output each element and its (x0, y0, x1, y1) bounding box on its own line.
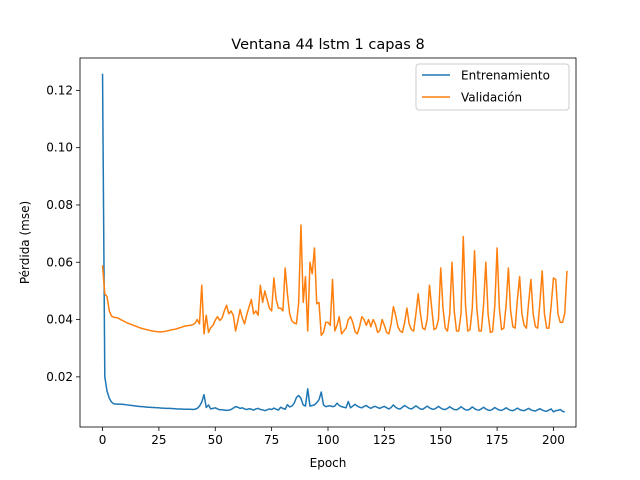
y-tick-label: 0.06 (46, 255, 73, 269)
y-axis: 0.02 0.04 0.06 0.08 0.10 0.12 (46, 83, 80, 384)
x-axis: 0 25 50 75 100 125 150 175 200 (99, 427, 565, 447)
y-axis-label: Pérdida (mse) (18, 201, 32, 284)
y-tick-label: 0.02 (46, 370, 73, 384)
y-tick-label: 0.04 (46, 313, 73, 327)
series-layer (101, 73, 568, 413)
legend-label-validacion: Validación (461, 91, 522, 105)
x-tick-label: 200 (542, 433, 565, 447)
y-tick-label: 0.08 (46, 198, 73, 212)
series-line-entrenamiento (101, 73, 565, 413)
y-tick-label: 0.12 (46, 83, 73, 97)
x-tick-label: 25 (151, 433, 166, 447)
x-tick-label: 50 (208, 433, 223, 447)
y-tick-label: 0.10 (46, 141, 73, 155)
legend-frame (415, 63, 570, 111)
series-line-validacion (101, 224, 568, 337)
plot-area: 0 25 50 75 100 125 150 175 200 0.020.040.060.080… (46, 57, 577, 447)
x-tick-label: 125 (373, 433, 396, 447)
x-tick-label: 175 (486, 433, 509, 447)
plot-frame (79, 57, 577, 428)
x-axis-label: Epoch (310, 456, 347, 470)
chart-title: Ventana 44 lstm 1 capas 8 (231, 37, 424, 53)
x-tick-label: 0 (99, 433, 107, 447)
x-tick-label: 150 (429, 433, 452, 447)
legend: Entrenamiento Validación (415, 63, 570, 111)
x-tick-label: 75 (264, 433, 279, 447)
legend-label-entrenamiento: Entrenamiento (461, 69, 550, 83)
x-tick-label: 100 (317, 433, 340, 447)
